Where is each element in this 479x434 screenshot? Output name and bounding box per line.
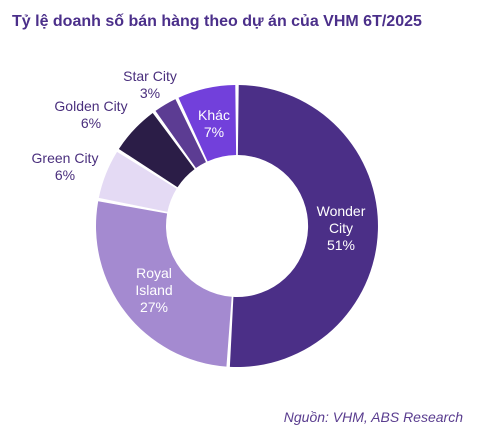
chart-title: Tỷ lệ doanh số bán hàng theo dự án của V… (12, 13, 422, 30)
slice-wonder-city (229, 85, 378, 367)
slice-golden-city (118, 112, 195, 188)
slice-label-star-city: Star City 3% (123, 68, 177, 101)
slice-khac (178, 85, 237, 162)
slice-label-royal-island: Royal Island 27% (135, 265, 172, 315)
slice-green-city (98, 151, 177, 212)
slice-label-khac: Khác 7% (198, 107, 230, 140)
slice-label-golden-city: Golden City 6% (54, 98, 127, 131)
slice-star-city (155, 99, 206, 169)
source-note: Nguồn: VHM, ABS Research (283, 409, 463, 425)
slice-label-green-city: Green City 6% (32, 150, 99, 183)
slice-label-wonder-city: Wonder City 51% (317, 203, 366, 253)
slice-royal-island (96, 201, 232, 367)
